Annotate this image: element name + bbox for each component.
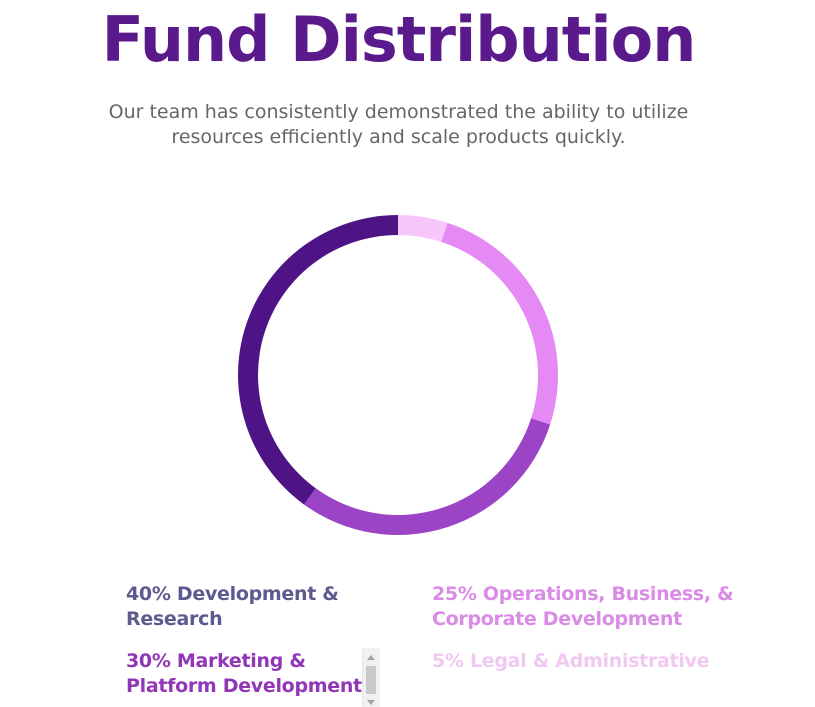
legend-label-line-2: Corporate Development xyxy=(432,608,682,630)
slice-marketing xyxy=(303,418,551,535)
slice-development xyxy=(238,215,398,505)
legend-item-marketing: 30% Marketing & Platform Development xyxy=(126,649,362,699)
legend-label-line-1: 5% Legal & Administrative xyxy=(432,650,710,672)
donut-chart xyxy=(238,215,558,535)
scroll-down-arrow-icon[interactable] xyxy=(367,700,375,705)
legend-label-line-2: Platform Development xyxy=(126,675,362,697)
legend-label-line-2: Research xyxy=(126,608,223,630)
page-title: Fund Distribution xyxy=(101,3,697,76)
scrollbar[interactable] xyxy=(362,648,380,707)
subtitle-line-2: resources efficiently and scale products… xyxy=(171,126,626,148)
legend-item-development-research: 40% Development & Research xyxy=(126,582,339,632)
legend-item-legal: 5% Legal & Administrative xyxy=(432,649,710,674)
slice-operations xyxy=(441,222,558,425)
scroll-up-arrow-icon[interactable] xyxy=(367,655,375,660)
scroll-thumb[interactable] xyxy=(366,666,376,694)
legend-label-line-1: 30% Marketing & xyxy=(126,650,306,672)
legend-item-operations: 25% Operations, Business, & Corporate De… xyxy=(432,582,734,632)
legend-label-line-1: 25% Operations, Business, & xyxy=(432,583,734,605)
slice-legal xyxy=(398,215,448,242)
legend-label-line-1: 40% Development & xyxy=(126,583,339,605)
subtitle: Our team has consistently demonstrated t… xyxy=(0,100,797,150)
subtitle-line-1: Our team has consistently demonstrated t… xyxy=(108,101,689,123)
